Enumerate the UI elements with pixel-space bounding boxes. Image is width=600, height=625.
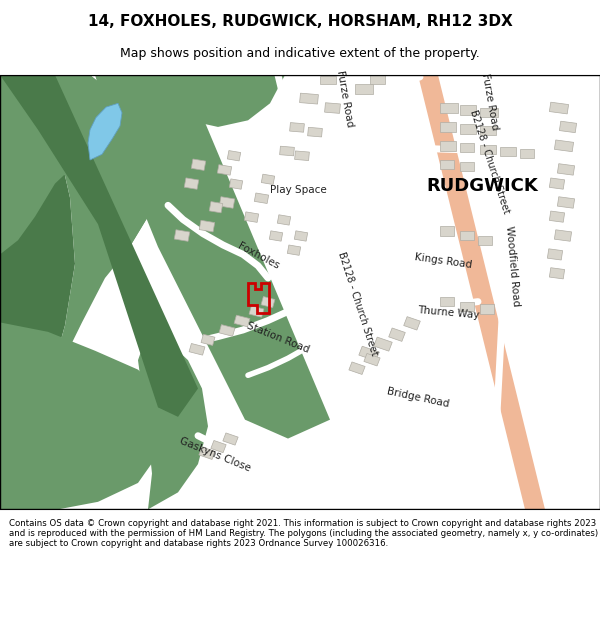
FancyBboxPatch shape — [295, 231, 308, 241]
FancyBboxPatch shape — [229, 179, 242, 189]
FancyBboxPatch shape — [554, 230, 572, 241]
FancyBboxPatch shape — [191, 159, 206, 171]
FancyBboxPatch shape — [211, 441, 226, 452]
Text: Furze Road: Furze Road — [480, 72, 500, 131]
Text: Play Space: Play Space — [269, 185, 326, 195]
FancyBboxPatch shape — [189, 344, 205, 355]
FancyBboxPatch shape — [349, 362, 365, 374]
FancyBboxPatch shape — [219, 197, 235, 208]
Polygon shape — [138, 332, 208, 509]
FancyBboxPatch shape — [557, 164, 575, 175]
FancyBboxPatch shape — [500, 147, 516, 156]
FancyBboxPatch shape — [325, 102, 340, 113]
FancyBboxPatch shape — [460, 302, 474, 311]
FancyBboxPatch shape — [374, 337, 392, 351]
FancyBboxPatch shape — [234, 315, 250, 327]
Text: Map shows position and indicative extent of the property.: Map shows position and indicative extent… — [120, 48, 480, 61]
Text: Woodfield Road: Woodfield Road — [505, 225, 521, 306]
FancyBboxPatch shape — [460, 143, 474, 152]
FancyBboxPatch shape — [299, 93, 319, 104]
FancyBboxPatch shape — [277, 215, 290, 225]
Polygon shape — [0, 75, 158, 254]
Text: B2128 - Church Street: B2128 - Church Street — [469, 109, 512, 215]
FancyBboxPatch shape — [223, 433, 238, 445]
FancyBboxPatch shape — [295, 151, 310, 161]
Text: Bridge Road: Bridge Road — [386, 386, 450, 409]
Polygon shape — [88, 103, 122, 160]
Text: 14, FOXHOLES, RUDGWICK, HORSHAM, RH12 3DX: 14, FOXHOLES, RUDGWICK, HORSHAM, RH12 3D… — [88, 14, 512, 29]
Text: RUDGWICK: RUDGWICK — [426, 177, 538, 196]
FancyBboxPatch shape — [550, 102, 569, 114]
FancyBboxPatch shape — [440, 141, 456, 151]
Polygon shape — [0, 322, 168, 509]
FancyBboxPatch shape — [557, 197, 575, 208]
Polygon shape — [130, 75, 285, 127]
FancyBboxPatch shape — [199, 447, 215, 459]
FancyBboxPatch shape — [440, 297, 454, 306]
FancyBboxPatch shape — [480, 145, 496, 154]
FancyBboxPatch shape — [227, 151, 241, 161]
FancyBboxPatch shape — [404, 317, 420, 330]
FancyBboxPatch shape — [320, 76, 336, 84]
FancyBboxPatch shape — [290, 122, 304, 132]
Text: Contains OS data © Crown copyright and database right 2021. This information is : Contains OS data © Crown copyright and d… — [9, 519, 598, 548]
Text: Foxholes: Foxholes — [236, 241, 280, 271]
FancyBboxPatch shape — [389, 328, 405, 341]
FancyBboxPatch shape — [261, 296, 275, 308]
Text: Thurne Way: Thurne Way — [416, 305, 479, 321]
Text: Station Road: Station Road — [245, 321, 311, 354]
FancyBboxPatch shape — [559, 121, 577, 132]
FancyBboxPatch shape — [209, 202, 223, 213]
FancyBboxPatch shape — [262, 174, 275, 184]
FancyBboxPatch shape — [287, 245, 301, 256]
FancyBboxPatch shape — [280, 146, 295, 156]
FancyBboxPatch shape — [440, 122, 456, 132]
Text: B2128 - Church Street: B2128 - Church Street — [337, 251, 380, 357]
FancyBboxPatch shape — [364, 354, 380, 366]
Polygon shape — [0, 75, 198, 417]
Polygon shape — [418, 75, 545, 509]
Text: Furze Road: Furze Road — [335, 69, 355, 128]
Text: Gaskyns Close: Gaskyns Close — [178, 436, 252, 474]
FancyBboxPatch shape — [174, 230, 190, 241]
FancyBboxPatch shape — [480, 126, 496, 136]
FancyBboxPatch shape — [244, 212, 259, 222]
FancyBboxPatch shape — [184, 178, 199, 189]
Polygon shape — [0, 75, 158, 509]
FancyBboxPatch shape — [478, 236, 492, 245]
FancyBboxPatch shape — [550, 211, 565, 222]
FancyBboxPatch shape — [217, 164, 232, 175]
FancyBboxPatch shape — [460, 231, 474, 240]
FancyBboxPatch shape — [370, 75, 385, 84]
FancyBboxPatch shape — [460, 105, 476, 114]
FancyBboxPatch shape — [219, 324, 235, 336]
FancyBboxPatch shape — [440, 103, 458, 112]
FancyBboxPatch shape — [550, 268, 565, 279]
FancyBboxPatch shape — [440, 226, 454, 236]
FancyBboxPatch shape — [460, 124, 476, 134]
FancyBboxPatch shape — [359, 346, 379, 361]
Text: Kings Road: Kings Road — [414, 252, 472, 270]
FancyBboxPatch shape — [269, 231, 283, 241]
FancyBboxPatch shape — [520, 149, 534, 158]
FancyBboxPatch shape — [547, 249, 563, 260]
FancyBboxPatch shape — [308, 127, 322, 137]
FancyBboxPatch shape — [199, 220, 215, 232]
FancyBboxPatch shape — [554, 140, 574, 152]
FancyBboxPatch shape — [480, 108, 498, 118]
Polygon shape — [0, 75, 75, 509]
FancyBboxPatch shape — [249, 306, 264, 318]
FancyBboxPatch shape — [440, 160, 454, 169]
FancyBboxPatch shape — [460, 162, 474, 171]
FancyBboxPatch shape — [480, 304, 494, 314]
FancyBboxPatch shape — [355, 84, 373, 94]
FancyBboxPatch shape — [550, 178, 565, 189]
FancyBboxPatch shape — [254, 193, 269, 204]
Polygon shape — [95, 75, 330, 439]
FancyBboxPatch shape — [201, 334, 215, 346]
